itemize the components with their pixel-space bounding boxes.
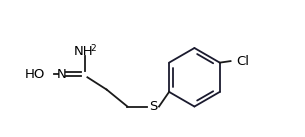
Text: N: N: [57, 68, 67, 81]
Text: NH: NH: [74, 45, 93, 58]
Text: S: S: [149, 100, 157, 113]
Text: HO: HO: [25, 68, 45, 81]
Text: Cl: Cl: [237, 55, 250, 68]
Text: 2: 2: [90, 44, 95, 53]
